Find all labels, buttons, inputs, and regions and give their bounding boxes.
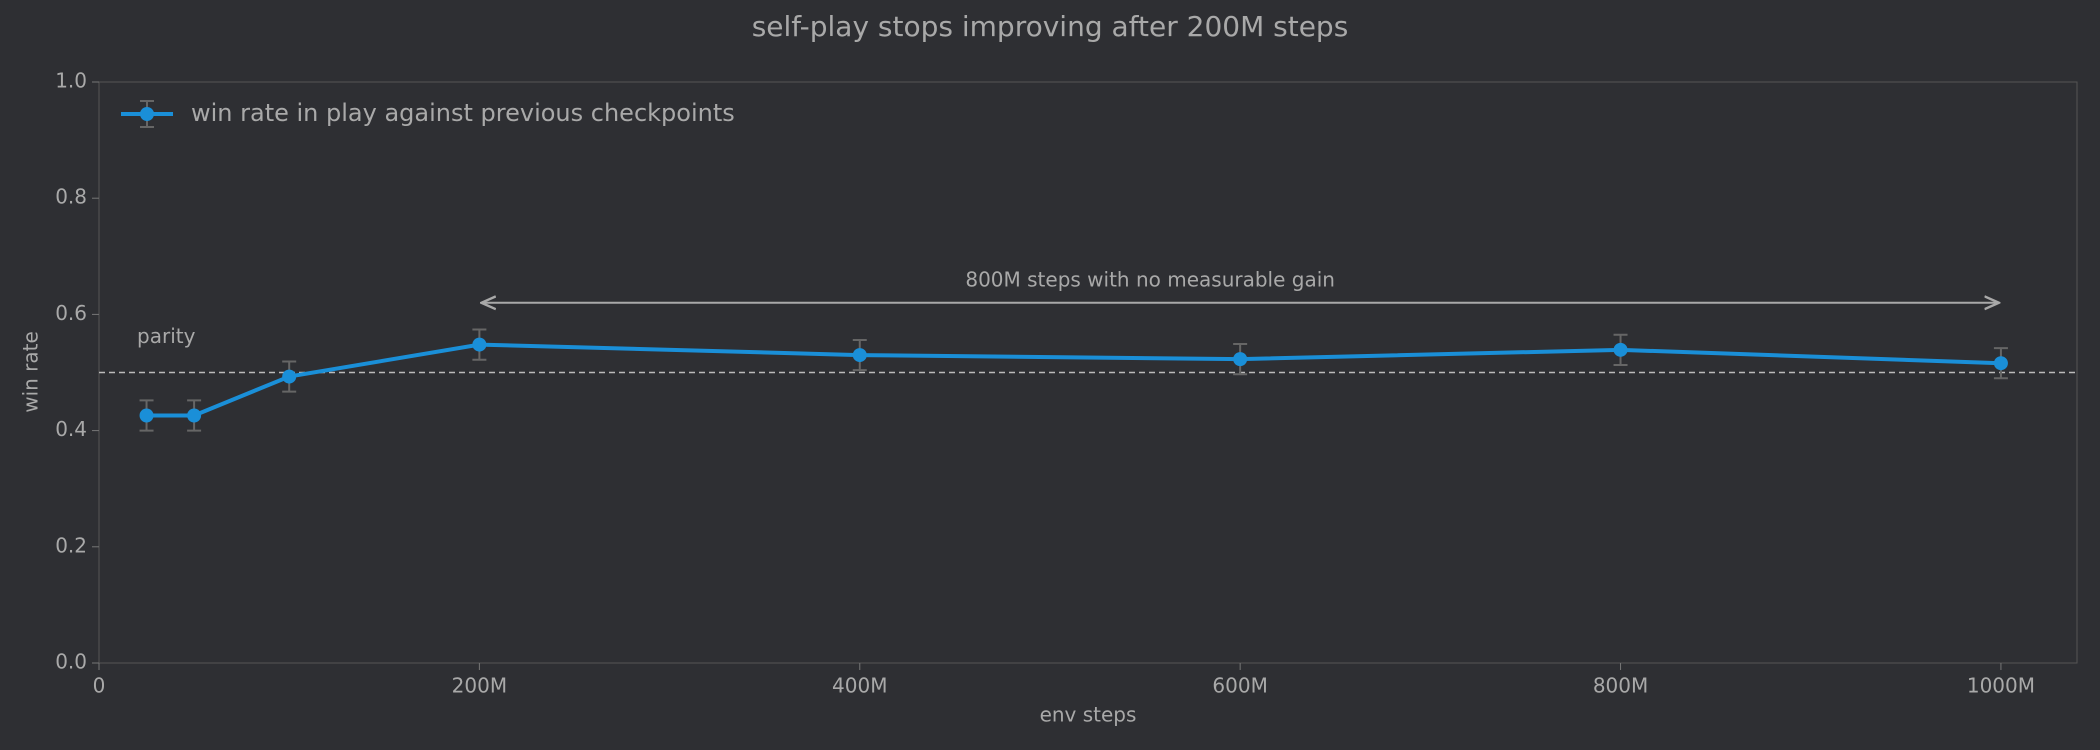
x-tick-label: 1000M <box>1967 674 2035 698</box>
point <box>472 337 487 352</box>
series-line <box>146 342 2001 418</box>
y-tick-label: 0.2 <box>55 533 87 557</box>
legend-marker <box>140 107 154 121</box>
x-tick-label: 0 <box>93 674 106 698</box>
chart-title: self-play stops improving after 200M ste… <box>752 10 1349 43</box>
point <box>1993 356 2008 371</box>
x-axis-label: env steps <box>1040 703 1137 727</box>
legend-label: win rate in play against previous checkp… <box>191 99 735 127</box>
y-tick-label: 0.0 <box>55 650 87 674</box>
y-axis-label: win rate <box>19 331 43 413</box>
y-tick-label: 0.8 <box>55 185 87 209</box>
point <box>139 408 154 423</box>
point <box>282 369 297 384</box>
y-tick-label: 0.4 <box>55 417 87 441</box>
point <box>1613 342 1628 357</box>
point <box>852 348 867 363</box>
point <box>187 408 202 423</box>
annotation-text: 800M steps with no measurable gain <box>965 267 1335 291</box>
x-tick-label: 800M <box>1593 674 1648 698</box>
x-tick-label: 600M <box>1212 674 1267 698</box>
parity-label: parity <box>137 324 196 348</box>
y-tick-label: 0.6 <box>55 301 87 325</box>
x-tick-label: 200M <box>452 674 507 698</box>
point <box>1233 352 1248 367</box>
y-tick-label: 1.0 <box>55 69 87 93</box>
x-tick-label: 400M <box>832 674 887 698</box>
